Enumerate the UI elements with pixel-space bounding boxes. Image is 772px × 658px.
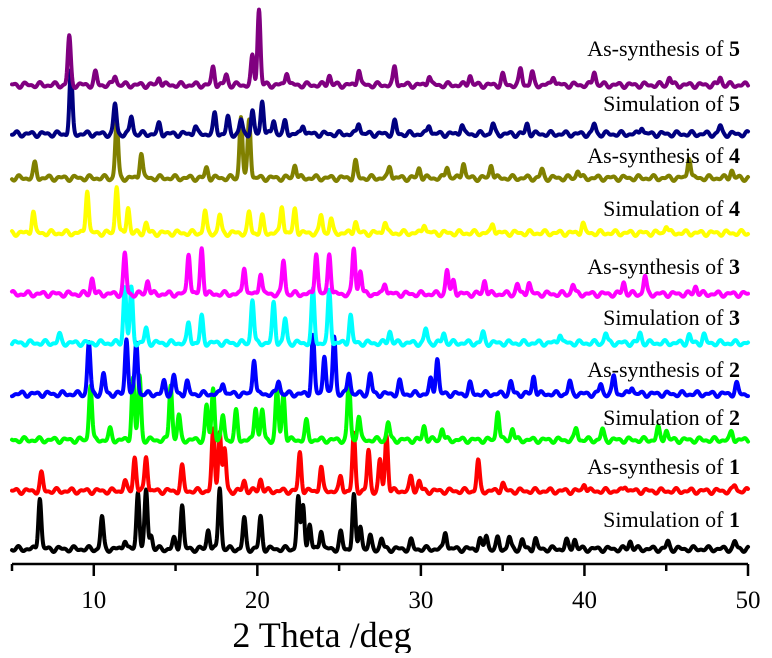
series-label-number: 4 <box>729 196 740 221</box>
series-label-6: As-synthesis of 3 <box>587 254 740 279</box>
x-tick-label: 30 <box>408 587 433 614</box>
series-label-text: As-synthesis of <box>587 454 729 479</box>
series-labels: Simulation of 1As-synthesis of 1Simulati… <box>587 36 740 532</box>
series-label-number: 3 <box>729 305 740 330</box>
x-axis: 10 20 30 40 50 <box>10 562 761 614</box>
series-label-10: As-synthesis of 5 <box>587 36 740 61</box>
series-label-number: 2 <box>729 357 740 382</box>
series-label-text: Simulation of <box>603 196 729 221</box>
x-tick-label: 20 <box>245 587 270 614</box>
series-line-3 <box>10 373 750 445</box>
series-label-5: Simulation of 3 <box>603 305 740 330</box>
series-label-text: As-synthesis of <box>587 254 729 279</box>
series-line-5 <box>10 284 750 348</box>
series-label-2: As-synthesis of 1 <box>587 454 740 479</box>
series-label-number: 1 <box>729 507 740 532</box>
series-label-text: Simulation of <box>603 91 729 116</box>
series-label-4: As-synthesis of 2 <box>587 357 740 382</box>
x-axis-title: 2 Theta /deg <box>232 615 411 653</box>
series-label-number: 5 <box>729 91 740 116</box>
series-line-2 <box>10 426 750 496</box>
series-line-8 <box>10 115 750 183</box>
series-line-4 <box>10 332 750 399</box>
series-label-number: 2 <box>729 405 740 430</box>
series-label-number: 3 <box>729 254 740 279</box>
series-label-text: As-synthesis of <box>587 143 729 168</box>
series-label-1: Simulation of 1 <box>603 507 740 532</box>
series-label-text: Simulation of <box>603 507 729 532</box>
series-line-9 <box>10 67 750 139</box>
series-label-number: 4 <box>729 143 740 168</box>
series-label-text: Simulation of <box>603 405 729 430</box>
series-label-text: As-synthesis of <box>587 357 729 382</box>
series-label-text: Simulation of <box>603 305 729 330</box>
x-tick-label: 50 <box>736 587 761 614</box>
series-label-number: 1 <box>729 454 740 479</box>
series-line-6 <box>10 246 750 299</box>
series-label-text: As-synthesis of <box>587 36 729 61</box>
series-label-8: As-synthesis of 4 <box>587 143 740 168</box>
series-layer <box>10 7 750 554</box>
series-label-3: Simulation of 2 <box>603 405 740 430</box>
x-tick-label: 10 <box>81 587 106 614</box>
x-tick-label: 40 <box>572 587 597 614</box>
series-line-10 <box>10 7 750 90</box>
series-label-7: Simulation of 4 <box>603 196 740 221</box>
series-line-1 <box>10 486 750 554</box>
series-label-9: Simulation of 5 <box>603 91 740 116</box>
series-label-number: 5 <box>729 36 740 61</box>
series-line-7 <box>10 185 750 238</box>
